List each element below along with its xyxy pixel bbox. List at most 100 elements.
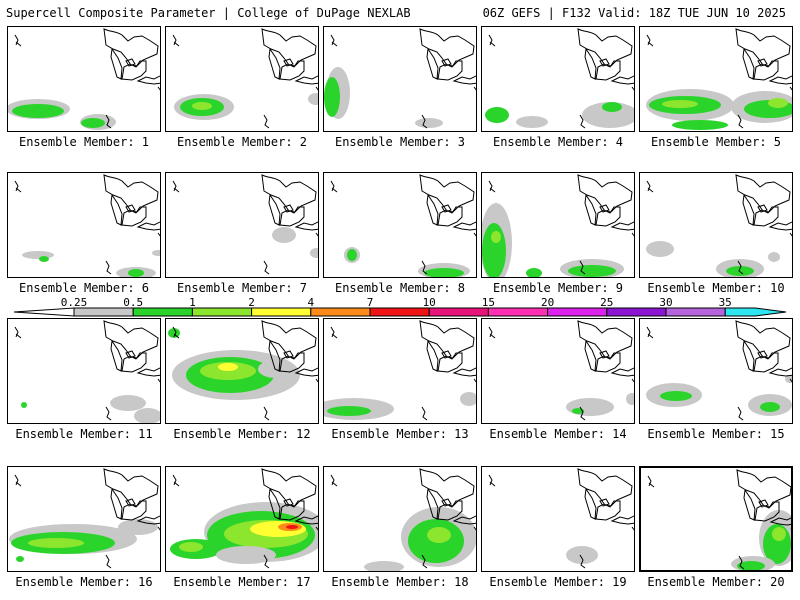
coastline-fragment bbox=[14, 474, 22, 487]
coastline-fragment bbox=[646, 180, 654, 193]
scp-contour-gray bbox=[626, 393, 634, 405]
member-13-map-svg bbox=[324, 320, 476, 421]
coastline-fragment bbox=[631, 232, 634, 237]
coastline-fragment bbox=[789, 378, 792, 383]
ensemble-member-13-label: Ensemble Member: 13 bbox=[331, 427, 469, 441]
ensemble-member-20-label: Ensemble Member: 20 bbox=[647, 575, 785, 589]
scp-contour-lightgreen bbox=[427, 527, 451, 543]
scp-contour-green bbox=[526, 268, 542, 277]
member-11-map-svg bbox=[14, 320, 160, 423]
ensemble-member-2-map bbox=[165, 26, 319, 132]
scp-contour-green bbox=[21, 402, 27, 408]
coastline-fragment bbox=[789, 232, 792, 237]
legend-swatch-2 bbox=[191, 307, 253, 317]
coastline-fragment bbox=[263, 406, 270, 421]
color-legend: 0.25 0.5 1 2 4 7 10 15 20 25 30 35 bbox=[13, 296, 787, 317]
legend-swatch-8 bbox=[547, 307, 608, 317]
scp-contour-gray bbox=[646, 241, 674, 257]
scp-contour-gray bbox=[308, 93, 318, 105]
member-5-map-svg bbox=[646, 28, 792, 130]
great-lakes-outline bbox=[419, 468, 476, 525]
legend-swatch-1 bbox=[132, 307, 193, 317]
scp-contour-green bbox=[760, 402, 780, 412]
coastline-fragment bbox=[631, 86, 634, 91]
coastline-fragment bbox=[14, 34, 22, 47]
coastline-fragment bbox=[488, 34, 496, 47]
great-lakes-outline bbox=[103, 320, 160, 377]
coastline-fragment bbox=[157, 232, 160, 237]
member-9-map-svg bbox=[482, 174, 634, 277]
legend-tick-label: 2 bbox=[248, 296, 255, 309]
scp-contour-green bbox=[168, 328, 180, 338]
great-lakes-outline bbox=[103, 174, 160, 231]
coastline-fragment bbox=[473, 526, 476, 531]
scp-contour-green bbox=[424, 268, 464, 277]
coastline-fragment bbox=[315, 86, 318, 91]
legend-tick-label: 15 bbox=[482, 296, 495, 309]
ensemble-member-20-map bbox=[639, 466, 793, 572]
coastline-fragment bbox=[105, 406, 112, 421]
ensemble-member-11-map bbox=[7, 318, 161, 424]
scp-contour-gray bbox=[364, 561, 404, 571]
coastline-fragment bbox=[157, 86, 160, 91]
great-lakes-outline bbox=[735, 174, 792, 231]
scp-contour-gray bbox=[152, 250, 160, 256]
map-title: Supercell Composite Parameter | College … bbox=[6, 6, 411, 20]
legend-swatch-5 bbox=[369, 307, 430, 317]
member-17-map-svg bbox=[170, 468, 318, 569]
member-10-map-svg bbox=[646, 174, 792, 277]
ensemble-member-9-label: Ensemble Member: 9 bbox=[492, 281, 624, 295]
great-lakes-outline bbox=[419, 28, 476, 85]
scp-contour-gray bbox=[216, 546, 276, 564]
coastline-fragment bbox=[330, 180, 338, 193]
member-19-map-svg bbox=[488, 468, 634, 569]
coastline-fragment bbox=[105, 260, 112, 275]
scp-contour-gray bbox=[310, 248, 318, 258]
scp-contour-green bbox=[81, 118, 105, 128]
great-lakes-outline bbox=[261, 468, 318, 525]
ensemble-member-16-label: Ensemble Member: 16 bbox=[15, 575, 153, 589]
coastline-fragment bbox=[631, 378, 634, 383]
scp-contour-lightgreen bbox=[768, 98, 788, 108]
coastline-fragment bbox=[315, 526, 318, 531]
member-6-map-svg bbox=[14, 174, 160, 277]
coastline-fragment bbox=[421, 554, 428, 569]
legend-swatch-0 bbox=[73, 307, 134, 317]
coastline-fragment bbox=[737, 114, 744, 129]
coastline-fragment bbox=[263, 260, 270, 275]
coastline-fragment bbox=[14, 180, 22, 193]
legend-tick-label: 10 bbox=[423, 296, 436, 309]
scp-contour-red bbox=[286, 525, 298, 529]
member-2-map-svg bbox=[172, 28, 318, 129]
coastline-fragment bbox=[421, 114, 428, 129]
ensemble-member-10-map bbox=[639, 172, 793, 278]
scp-contour-green bbox=[482, 223, 506, 277]
coastline-fragment bbox=[315, 232, 318, 237]
scp-contour-lightgreen bbox=[28, 538, 84, 548]
ensemble-member-13-map bbox=[323, 318, 477, 424]
coastline-fragment bbox=[330, 34, 338, 47]
ensemble-member-12-map bbox=[165, 318, 319, 424]
legend-tick-label: 35 bbox=[719, 296, 732, 309]
great-lakes-outline bbox=[261, 28, 318, 85]
ensemble-member-4-label: Ensemble Member: 4 bbox=[492, 135, 624, 149]
ensemble-member-19-label: Ensemble Member: 19 bbox=[489, 575, 627, 589]
scp-contour-gray bbox=[134, 408, 160, 423]
scp-contour-lightgreen bbox=[662, 100, 698, 108]
coastline-fragment bbox=[315, 378, 318, 383]
ensemble-member-15-label: Ensemble Member: 15 bbox=[647, 427, 785, 441]
coastline-fragment bbox=[473, 86, 476, 91]
ensemble-member-12-label: Ensemble Member: 12 bbox=[173, 427, 311, 441]
ensemble-member-19-map bbox=[481, 466, 635, 572]
ensemble-member-7-label: Ensemble Member: 7 bbox=[176, 281, 308, 295]
great-lakes-outline bbox=[103, 468, 160, 525]
great-lakes-outline bbox=[735, 320, 792, 377]
coastline-fragment bbox=[646, 326, 654, 339]
great-lakes-outline bbox=[736, 469, 791, 526]
coastline-fragment bbox=[105, 114, 112, 129]
scp-contour-lightgreen bbox=[491, 231, 501, 243]
coastline-fragment bbox=[172, 34, 180, 47]
ensemble-member-6-map bbox=[7, 172, 161, 278]
legend-left-arrow bbox=[13, 307, 75, 317]
scp-contour-gray bbox=[22, 251, 54, 259]
